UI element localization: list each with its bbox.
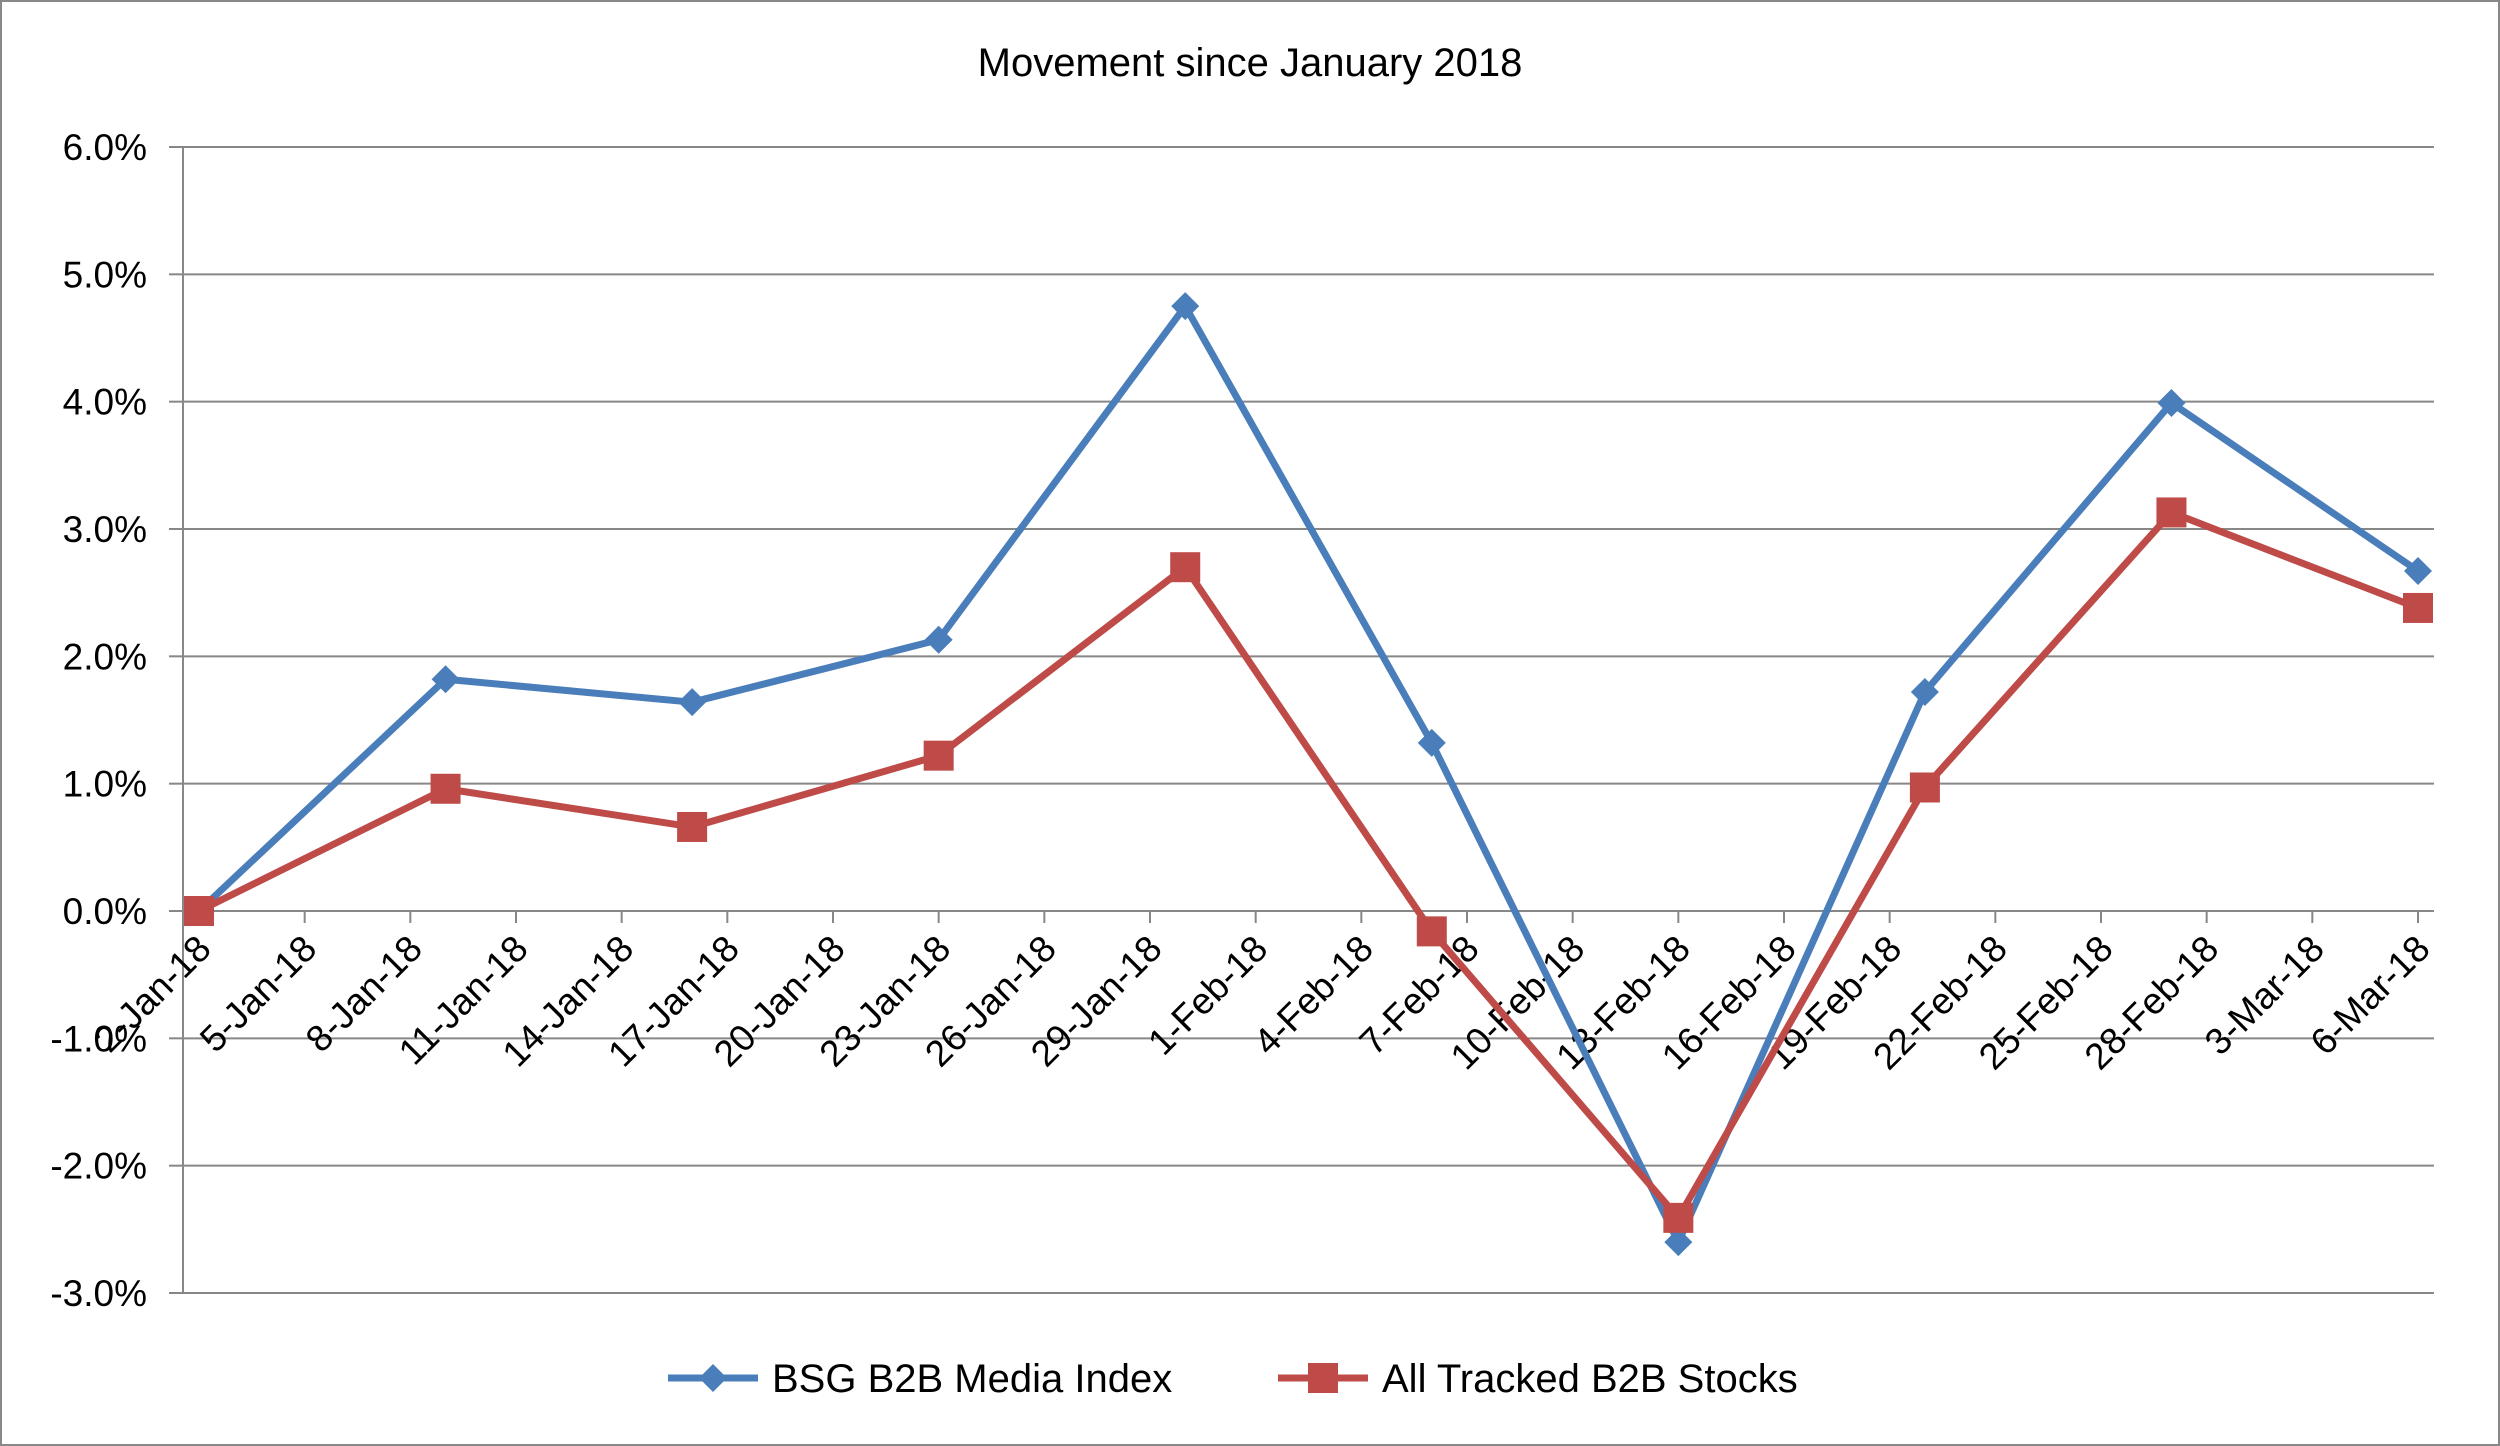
data-point: [2156, 497, 2187, 528]
y-tick-label: -3.0%: [50, 1273, 147, 1314]
chart-title: Movement since January 2018: [978, 41, 1523, 85]
legend: BSG B2B Media Index All Tracked B2B Stock…: [668, 1357, 1798, 1401]
data-point: [1417, 728, 1446, 757]
series-line: [197, 508, 2420, 1222]
data-point: [430, 773, 461, 804]
y-tick-label: 3.0%: [63, 509, 147, 550]
y-tick-label: 1.0%: [63, 764, 147, 805]
data-point: [2403, 592, 2433, 623]
data-point: [1909, 772, 1940, 803]
data-point: [678, 688, 707, 717]
legend-item: BSG B2B Media Index: [668, 1357, 1172, 1401]
data-point: [1663, 1202, 1694, 1233]
gridlines: [183, 146, 2434, 1294]
y-tick-label: 6.0%: [63, 127, 147, 168]
legend-item: All Tracked B2B Stocks: [1278, 1357, 1798, 1401]
legend-swatch-marker: [699, 1364, 727, 1392]
x-tick-label: 2-Jan-18: [86, 928, 218, 1060]
data-point: [1416, 916, 1447, 947]
y-tick-label: -2.0%: [50, 1146, 147, 1187]
series-group: [184, 292, 2433, 1257]
y-tick-label: 5.0%: [63, 254, 147, 295]
y-axis: -3.0% -2.0% -1.0% 0.0% 1.0% 2.0% 3.0% 4.0% 5.0% 6…: [50, 127, 184, 1314]
series-1: [185, 292, 2432, 1257]
y-tick-label: 4.0%: [63, 382, 147, 423]
y-tick-label: -1.0%: [50, 1018, 147, 1059]
legend-label: BSG B2B Media Index: [772, 1357, 1172, 1401]
series-2: [184, 497, 2433, 1233]
data-point: [1171, 292, 1200, 321]
x-axis: 2-Jan-185-Jan-188-Jan-1811-Jan-1814-Jan-…: [86, 910, 2438, 1077]
data-point: [431, 665, 460, 694]
legend-label: All Tracked B2B Stocks: [1382, 1357, 1798, 1401]
x-tick-label: 5-Jan-18: [192, 928, 324, 1060]
data-point: [923, 740, 954, 771]
data-point: [1910, 677, 1939, 706]
data-point: [2157, 388, 2186, 417]
data-point: [677, 811, 708, 842]
legend-swatch-marker: [1308, 1363, 1338, 1393]
data-point: [924, 625, 953, 654]
y-tick-label: 0.0%: [63, 891, 147, 932]
data-point: [1664, 1228, 1693, 1257]
data-point: [1170, 552, 1201, 583]
y-tick-label: 2.0%: [63, 636, 147, 677]
series-line: [196, 302, 2420, 1246]
data-point: [184, 896, 214, 926]
data-point: [2404, 557, 2432, 586]
